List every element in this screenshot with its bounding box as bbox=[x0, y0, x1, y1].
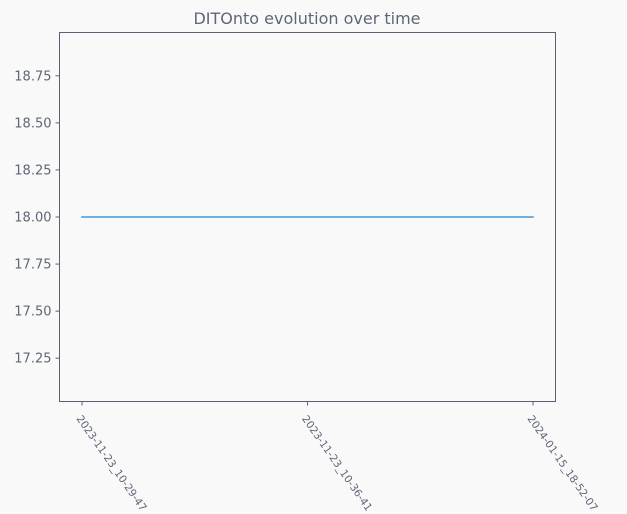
y-tick-label: 18.00 bbox=[14, 211, 51, 226]
y-tick-label: 18.75 bbox=[14, 69, 51, 84]
x-tick-label: 2023-11-23_10-29-47 bbox=[74, 413, 149, 513]
y-axis: 17.25 17.50 17.75 18.00 18.25 18.50 18.75 bbox=[14, 69, 60, 367]
y-tick-label: 17.75 bbox=[14, 258, 51, 273]
x-axis: 2023-11-23_10-29-47 2023-11-23_10-36-41 20… bbox=[74, 401, 600, 514]
y-tick-label: 18.50 bbox=[14, 116, 51, 131]
y-tick-label: 17.25 bbox=[14, 352, 51, 367]
x-tick-label: 2024-01-15_18-52-07 bbox=[525, 413, 600, 513]
chart-title: DITOnto evolution over time bbox=[193, 9, 420, 28]
y-tick-label: 18.25 bbox=[14, 163, 51, 178]
x-tick-label: 2023-11-23_10-36-41 bbox=[299, 413, 374, 513]
y-tick-label: 17.50 bbox=[14, 305, 51, 320]
